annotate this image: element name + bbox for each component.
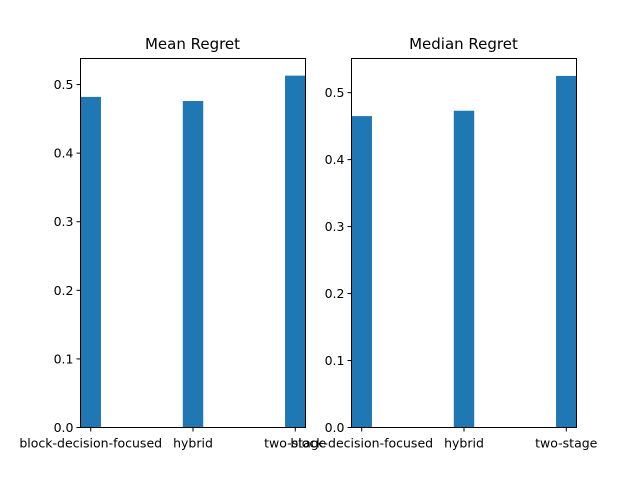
- y-tick-label: 0.5: [325, 85, 345, 100]
- y-axis-ticks: 0.0 0.1 0.2 0.3 0.4 0.5: [325, 85, 352, 435]
- x-tick-label: hybrid: [173, 436, 213, 451]
- x-tick-label: two-stage: [535, 436, 598, 451]
- bars: [80, 75, 306, 428]
- y-tick-label: 0.1: [54, 351, 74, 366]
- chart-title: Median Regret: [409, 35, 518, 53]
- bar-block-decision-focused: [351, 116, 372, 428]
- axes-frame: [351, 58, 577, 428]
- y-axis-ticks: 0.0 0.1 0.2 0.3 0.4 0.5: [54, 77, 81, 435]
- y-tick-label: 0.3: [54, 214, 74, 229]
- y-tick-label: 0.3: [325, 219, 345, 234]
- axes-frame: [80, 58, 306, 428]
- x-tick-label: hybrid: [444, 436, 484, 451]
- bar-two-stage: [285, 75, 306, 428]
- chart-title: Mean Regret: [145, 35, 240, 53]
- y-tick-label: 0.2: [325, 286, 345, 301]
- x-axis-ticks: block-decision-focused hybrid two-stage: [290, 427, 598, 451]
- bar-block-decision-focused: [80, 96, 101, 428]
- median-regret-panel: Median Regret 0.0 0.1 0.2 0.3 0.4 0.5 block-d…: [290, 35, 597, 451]
- y-tick-label: 0.1: [325, 353, 345, 368]
- x-tick-label: two-stage: [264, 436, 327, 451]
- x-axis-ticks: block-decision-focused hybrid two-stage: [19, 427, 327, 451]
- bar-hybrid: [453, 110, 475, 428]
- bar-two-stage: [556, 75, 577, 428]
- y-tick-label: 0.5: [54, 77, 74, 92]
- y-tick-label: 0.2: [54, 283, 74, 298]
- mean-regret-panel: Mean Regret 0.0 0.1 0.2 0.3 0.4 0.5 block-dec…: [19, 35, 326, 451]
- y-tick-label: 0.0: [54, 420, 74, 435]
- x-tick-label: block-decision-focused: [290, 436, 433, 451]
- y-tick-label: 0.0: [325, 420, 345, 435]
- y-tick-label: 0.4: [325, 152, 345, 167]
- bars: [351, 75, 577, 428]
- x-tick-label: block-decision-focused: [19, 436, 162, 451]
- bar-hybrid: [182, 101, 204, 428]
- y-tick-label: 0.4: [54, 146, 74, 161]
